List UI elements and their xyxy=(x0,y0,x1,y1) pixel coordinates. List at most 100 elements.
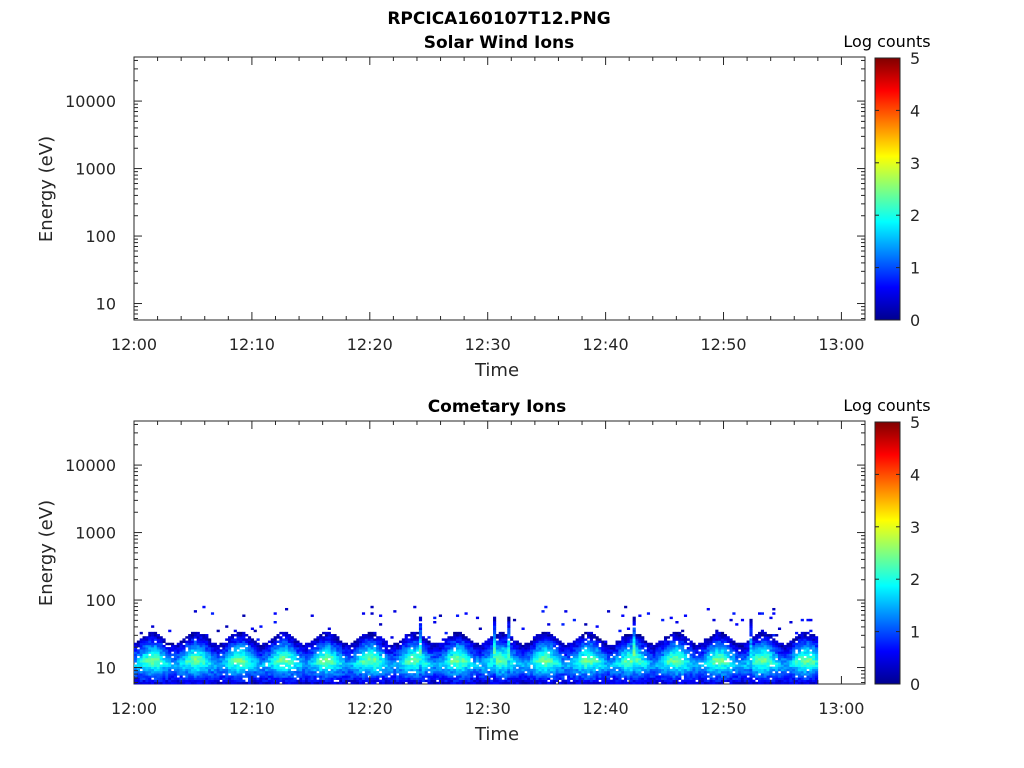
heatmap-cell xyxy=(159,649,163,652)
heatmap-cell xyxy=(441,651,445,654)
heatmap-cell xyxy=(142,670,146,674)
heatmap-cell xyxy=(350,649,354,652)
heatmap-cell xyxy=(587,644,591,648)
heatmap-cell xyxy=(190,638,195,641)
heatmap-cell xyxy=(464,644,468,648)
heatmap-cell xyxy=(772,679,776,683)
heatmap-cell xyxy=(544,636,548,639)
heatmap-cell xyxy=(145,638,149,641)
heatmap-cell xyxy=(316,638,320,641)
heatmap-cell xyxy=(769,636,773,639)
heatmap-cell xyxy=(663,655,668,659)
heatmap-cell xyxy=(541,655,545,659)
heatmap-cell xyxy=(663,638,668,641)
heatmap-cell xyxy=(530,647,534,650)
heatmap-cell xyxy=(464,677,468,680)
heatmap-cell xyxy=(681,629,685,633)
heatmap-cell xyxy=(672,664,676,667)
heatmap-cell xyxy=(544,653,548,657)
heatmap-cell xyxy=(182,666,186,670)
heatmap-cell xyxy=(393,681,397,685)
heatmap-cell xyxy=(769,657,773,661)
heatmap-cell xyxy=(404,640,408,644)
heatmap-cell xyxy=(740,657,745,661)
heatmap-cell xyxy=(148,640,152,644)
heatmap-cell xyxy=(310,655,314,659)
heatmap-cell xyxy=(510,649,514,652)
heatmap-cell xyxy=(461,664,465,667)
heatmap-cell xyxy=(213,679,217,683)
heatmap-cell xyxy=(487,640,491,644)
heatmap-cell xyxy=(367,640,371,644)
heatmap-cell xyxy=(763,657,767,661)
heatmap-cell xyxy=(763,673,767,676)
heatmap-cell xyxy=(703,644,708,648)
heatmap-cell xyxy=(729,644,733,648)
heatmap-cell xyxy=(418,679,423,683)
heatmap-cell xyxy=(678,636,682,639)
heatmap-cell xyxy=(595,653,599,657)
heatmap-cell xyxy=(552,655,556,659)
heatmap-cell xyxy=(587,631,591,635)
heatmap-cell xyxy=(396,677,400,680)
heatmap-cell xyxy=(134,677,138,680)
heatmap-cell xyxy=(626,642,631,646)
heatmap-cell xyxy=(421,655,425,659)
heatmap-cell xyxy=(410,677,414,680)
heatmap-cell xyxy=(245,638,249,641)
heatmap-cell xyxy=(715,668,719,672)
heatmap-cell xyxy=(755,638,759,641)
heatmap-cell xyxy=(421,649,425,652)
heatmap-cell xyxy=(304,664,309,667)
heatmap-cell xyxy=(450,675,454,678)
heatmap-cell xyxy=(738,647,742,650)
heatmap-cell xyxy=(555,675,559,678)
heatmap-cell xyxy=(247,677,252,680)
heatmap-cell xyxy=(783,655,787,659)
heatmap-cell xyxy=(712,670,716,674)
heatmap-cell xyxy=(230,675,235,678)
heatmap-cell xyxy=(510,673,514,676)
heatmap-cell xyxy=(353,679,357,683)
heatmap-cell xyxy=(683,660,688,663)
heatmap-cell xyxy=(666,640,670,644)
heatmap-cell xyxy=(760,640,764,644)
heatmap-cell xyxy=(370,681,374,685)
heatmap-cell xyxy=(196,670,200,674)
heatmap-cell xyxy=(760,664,764,667)
heatmap-cell xyxy=(789,621,793,624)
heatmap-cell xyxy=(205,681,209,685)
heatmap-cell xyxy=(159,675,163,678)
heatmap-cell xyxy=(769,660,773,663)
heatmap-cell xyxy=(507,668,511,672)
heatmap-cell xyxy=(444,631,448,635)
heatmap-cell xyxy=(464,636,468,639)
heatmap-cell xyxy=(153,636,158,639)
heatmap-cell xyxy=(792,660,796,663)
heatmap-cell xyxy=(658,675,662,678)
heatmap-cell xyxy=(245,670,249,674)
heatmap-cell xyxy=(330,668,334,672)
heatmap-cell xyxy=(481,673,485,676)
heatmap-cell xyxy=(236,670,240,674)
heatmap-cell xyxy=(715,634,719,637)
heatmap-cell xyxy=(225,642,229,646)
heatmap-cell xyxy=(681,666,685,670)
heatmap-cell xyxy=(219,657,223,661)
heatmap-cell xyxy=(427,675,431,678)
heatmap-cell xyxy=(783,647,787,650)
heatmap-cell xyxy=(390,644,394,648)
heatmap-cell xyxy=(279,638,283,641)
heatmap-cell xyxy=(245,649,249,652)
heatmap-cell xyxy=(148,644,152,648)
heatmap-cell xyxy=(376,653,380,657)
heatmap-cell xyxy=(304,679,309,683)
heatmap-cell xyxy=(179,653,183,657)
heatmap-cell xyxy=(481,649,485,652)
heatmap-cell xyxy=(256,647,260,650)
heatmap-cell xyxy=(598,670,602,674)
heatmap-cell xyxy=(418,651,423,654)
heatmap-cell xyxy=(216,662,220,665)
heatmap-cell xyxy=(632,636,636,639)
x-ticks: 12:00 12:10 12:20 12:30 12:40 12:50 13:00 xyxy=(111,57,866,354)
